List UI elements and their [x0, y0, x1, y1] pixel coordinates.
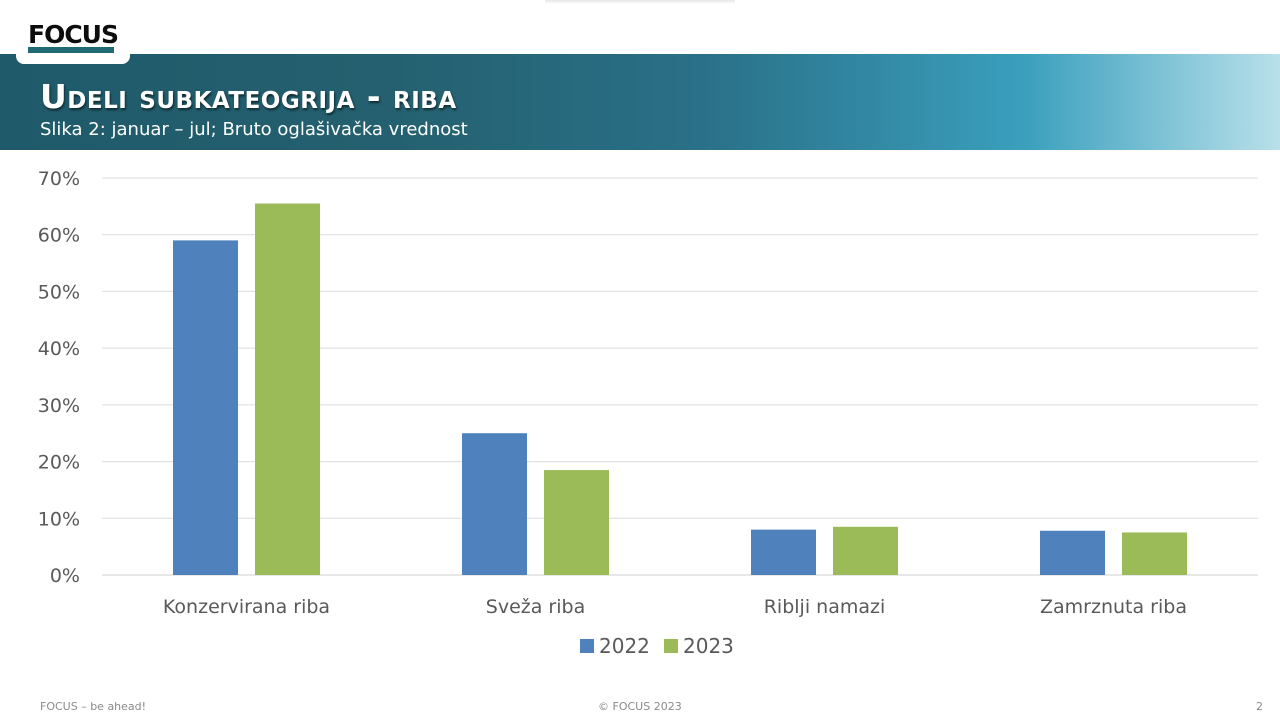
bar-2022	[462, 433, 527, 575]
bar-2023	[833, 526, 898, 575]
slide-subtitle: Slika 2: januar – jul; Bruto oglašivačka…	[40, 119, 468, 140]
y-tick-label: 0%	[50, 565, 80, 587]
x-category-label: Zamrznuta riba	[1040, 596, 1187, 618]
logo-underline	[28, 47, 114, 53]
y-tick-label: 10%	[38, 508, 80, 530]
x-category-label: Riblji namazi	[764, 596, 886, 618]
bar-2023	[255, 203, 320, 575]
y-tick-label: 20%	[38, 452, 80, 474]
y-tick-label: 50%	[38, 281, 80, 303]
footer-slogan: FOCUS – be ahead!	[40, 700, 147, 713]
slide-title: Udeli subkateogrija - riba	[40, 77, 457, 116]
header-band	[0, 54, 1280, 150]
bar-2022	[751, 529, 816, 575]
logo-text: FOCUS	[28, 20, 119, 49]
legend-swatch-2023	[664, 639, 678, 653]
legend-swatch-2022	[580, 639, 594, 653]
page-number: 2	[1256, 700, 1263, 713]
x-category-label: Sveža riba	[486, 596, 585, 618]
bar-chart: 0% 10% 20% 30% 40% 50% 60% 70% Konzervirana riba…	[38, 168, 1258, 658]
bar-2023	[1122, 532, 1187, 575]
legend-label: 2023	[683, 634, 734, 658]
y-tick-label: 70%	[38, 168, 80, 190]
legend-label: 2022	[599, 634, 650, 658]
y-tick-label: 30%	[38, 395, 80, 417]
bar-2023	[544, 470, 609, 575]
bar-2022	[1040, 530, 1105, 575]
y-tick-label: 40%	[38, 338, 80, 360]
x-category-label: Konzervirana riba	[163, 596, 330, 618]
bar-2022	[173, 240, 238, 575]
y-tick-label: 60%	[38, 225, 80, 247]
top-tab-shadow	[545, 0, 735, 4]
logo	[16, 6, 130, 64]
footer-copyright: © FOCUS 2023	[598, 700, 682, 713]
